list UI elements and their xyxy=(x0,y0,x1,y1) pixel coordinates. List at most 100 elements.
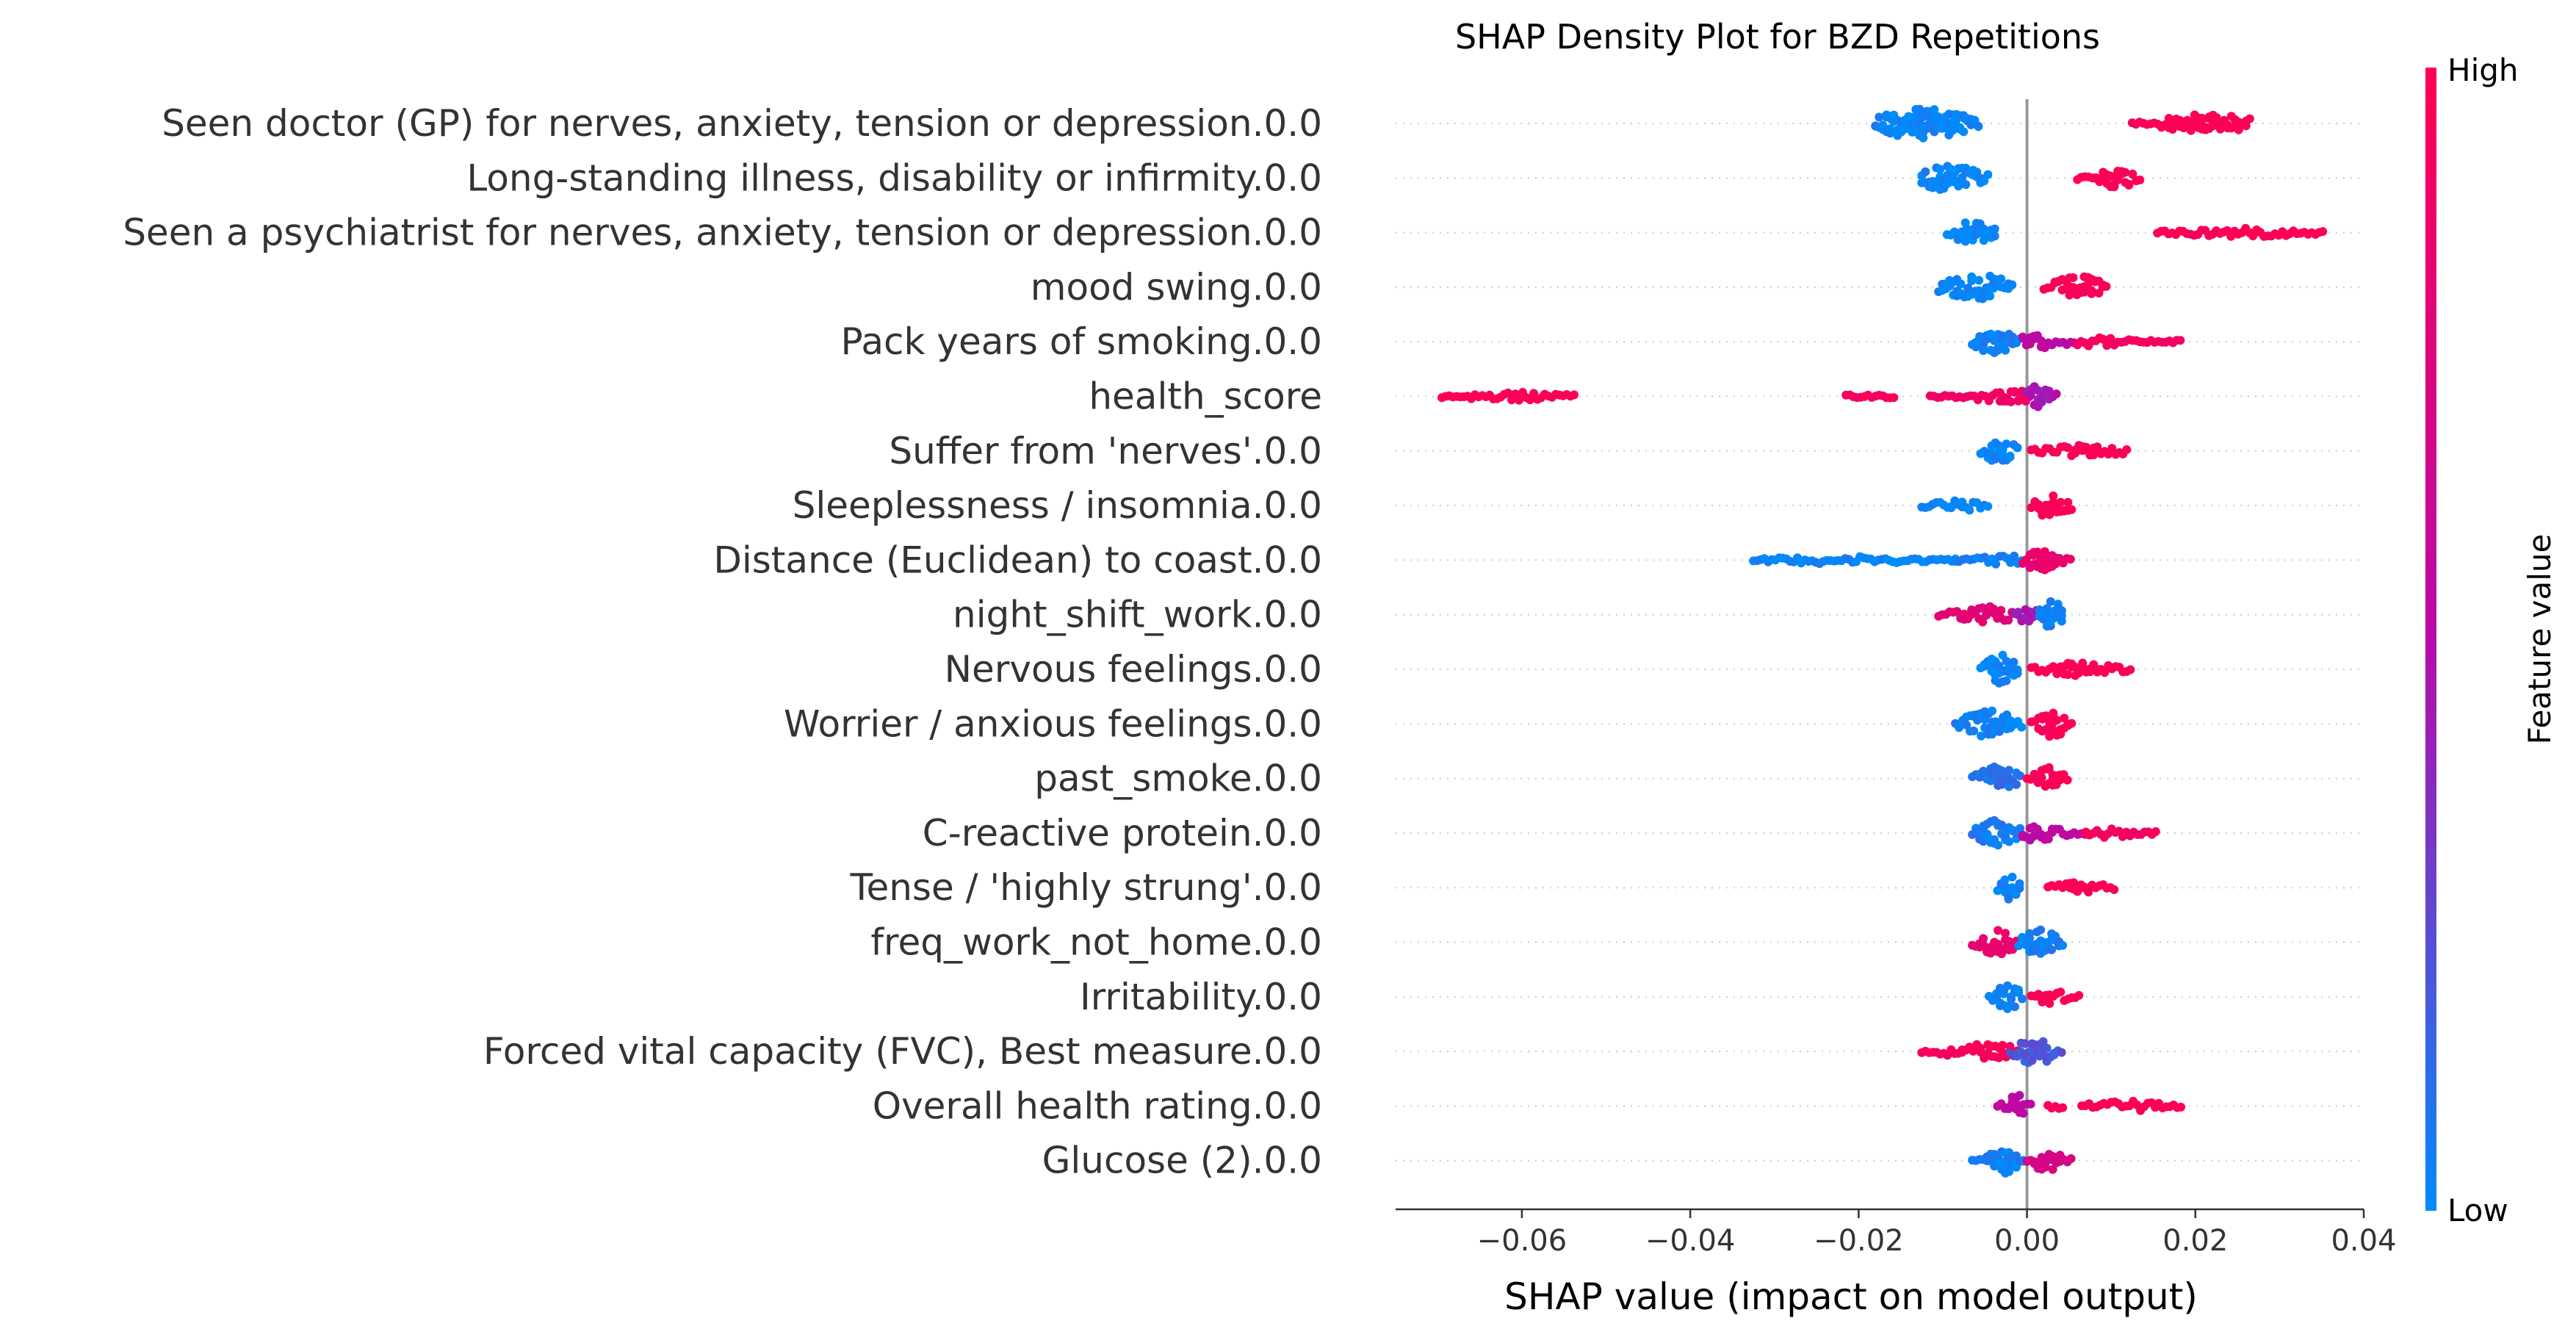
shap-point xyxy=(2110,182,2119,192)
shap-point xyxy=(1933,112,1943,121)
shap-point xyxy=(2063,670,2073,680)
shap-point xyxy=(2063,443,2073,453)
shap-point xyxy=(2012,780,2021,789)
shap-point xyxy=(2034,500,2043,509)
shap-point xyxy=(1959,127,1969,137)
shap-point xyxy=(1960,237,1970,246)
shap-point xyxy=(1875,112,1884,122)
shap-point xyxy=(1980,176,1989,186)
shap-point xyxy=(1915,104,1924,114)
shap-point xyxy=(1979,934,1988,943)
shap-point xyxy=(1878,120,1888,130)
shap-point xyxy=(1986,329,1996,339)
shap-point xyxy=(1991,559,2001,569)
shap-point xyxy=(2093,442,2102,452)
shap-point xyxy=(2057,1048,2066,1057)
shap-point xyxy=(2128,169,2137,179)
feature-points xyxy=(1942,218,2328,246)
shap-point xyxy=(2087,286,2096,295)
shap-point xyxy=(1961,180,1971,190)
shap-point xyxy=(2016,824,2025,833)
colorbar-low-label: Low xyxy=(2447,1192,2508,1228)
x-tick-label: 0.00 xyxy=(1994,1224,2060,1258)
feature-points xyxy=(1934,597,2066,631)
shap-point xyxy=(2006,558,2016,567)
colorbar: High Low Feature value xyxy=(2425,52,2558,1228)
shap-point xyxy=(1515,395,1523,405)
feature-label: Irritability.0.0 xyxy=(1080,976,1322,1018)
shap-point xyxy=(2126,665,2135,674)
shap-point xyxy=(2067,505,2077,514)
shap-point xyxy=(1983,502,1993,511)
shap-point xyxy=(2009,658,2018,667)
shap-point xyxy=(1977,731,1986,741)
shap-point xyxy=(1990,224,1999,234)
shap-point xyxy=(2106,334,2115,343)
shap-point xyxy=(2066,555,2075,564)
shap-point xyxy=(2074,990,2084,1000)
shap-point xyxy=(2007,280,2017,289)
shap-point xyxy=(2036,336,2046,345)
feature-label: Seen a psychiatrist for nerves, anxiety,… xyxy=(123,212,1322,254)
feature-points xyxy=(1968,925,2068,959)
shap-point xyxy=(2013,443,2022,453)
feature-points xyxy=(1934,271,2111,303)
shap-point xyxy=(1990,231,1999,241)
shap-point xyxy=(1967,272,1977,281)
feature-label: Forced vital capacity (FVC), Best measur… xyxy=(483,1030,1322,1073)
shap-point xyxy=(2057,611,2066,621)
shap-point xyxy=(1978,617,1988,627)
shap-point xyxy=(2015,1090,2024,1100)
feature-label: Nervous feelings.0.0 xyxy=(945,648,1322,691)
feature-points xyxy=(1917,1037,2066,1068)
shap-point xyxy=(2151,827,2160,836)
x-tick-label: −0.04 xyxy=(1645,1224,1736,1258)
shap-point xyxy=(2007,872,2017,882)
shap-point xyxy=(2018,1109,2028,1118)
shap-point xyxy=(1919,133,1928,143)
shap-point xyxy=(1996,274,2006,284)
shap-point xyxy=(2025,929,2035,938)
shap-point xyxy=(2036,925,2046,935)
feature-label: Glucose (2).0.0 xyxy=(1042,1140,1322,1182)
feature-label: Long-standing illness, disability or inf… xyxy=(466,156,1322,199)
shap-point xyxy=(2005,766,2014,775)
shap-point xyxy=(1889,393,1899,403)
shap-point xyxy=(2020,1039,2030,1048)
feature-points xyxy=(1968,762,2072,791)
shap-point xyxy=(1985,291,1995,300)
feature-points xyxy=(1993,872,2119,904)
shap-point xyxy=(1989,604,1999,613)
shap-point xyxy=(1969,726,1979,735)
shap-point xyxy=(2001,929,2010,938)
feature-points xyxy=(1976,438,2132,465)
shap-point xyxy=(1974,276,1984,285)
shap-point xyxy=(2052,716,2062,725)
shap-point xyxy=(1996,605,2006,615)
feature-points xyxy=(1993,1090,2186,1118)
shap-point xyxy=(2049,662,2058,672)
shap-point xyxy=(1974,121,1983,131)
shap-point xyxy=(2007,995,2016,1004)
shap-point xyxy=(2056,987,2066,997)
shap-point xyxy=(2003,1001,2012,1011)
shap-point xyxy=(2110,885,2119,894)
feature-label: Pack years of smoking.0.0 xyxy=(841,320,1323,363)
shap-point xyxy=(1994,840,2003,850)
shap-point xyxy=(1995,727,2005,736)
shap-point xyxy=(2124,181,2134,190)
shap-point xyxy=(2106,171,2115,181)
shap-point xyxy=(2014,985,2023,995)
feature-points xyxy=(1749,547,2075,575)
shap-point xyxy=(2026,1099,2035,1109)
shap-point xyxy=(2013,665,2022,674)
shap-point xyxy=(2013,395,2023,405)
shap-point xyxy=(2005,451,2015,461)
feature-label: Suffer from 'nerves'.0.0 xyxy=(889,430,1322,472)
shap-point xyxy=(1921,167,1930,176)
feature-label: past_smoke.0.0 xyxy=(1034,757,1322,800)
shap-point xyxy=(2066,1154,2076,1163)
points xyxy=(1437,104,2328,1178)
shap-point xyxy=(1994,1158,2003,1167)
shap-point xyxy=(2101,281,2111,291)
